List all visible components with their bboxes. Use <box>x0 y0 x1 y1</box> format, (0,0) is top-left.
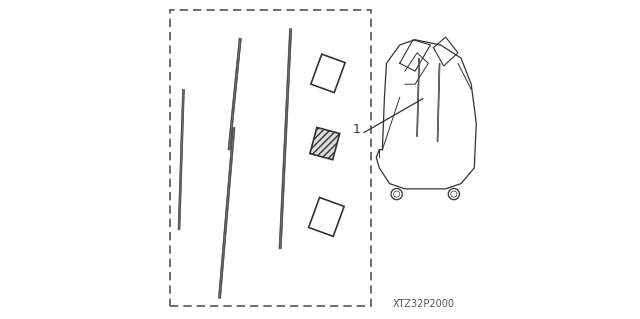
Polygon shape <box>279 29 292 249</box>
Polygon shape <box>218 128 235 298</box>
Text: XTZ32P2000: XTZ32P2000 <box>393 300 454 309</box>
Polygon shape <box>178 89 184 230</box>
Polygon shape <box>310 127 340 160</box>
Polygon shape <box>228 38 241 150</box>
Polygon shape <box>308 197 344 236</box>
Polygon shape <box>311 54 345 93</box>
Polygon shape <box>437 63 440 142</box>
Text: 1: 1 <box>353 123 360 136</box>
Polygon shape <box>417 58 420 137</box>
